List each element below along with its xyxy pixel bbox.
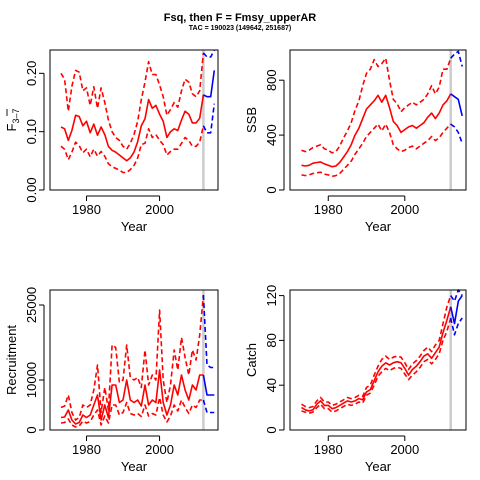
- ssb-y-tick-label: 0: [264, 186, 279, 193]
- ssb-series-historical-dashed-2: [301, 123, 452, 178]
- recruitment-y-axis-label: Recruitment: [4, 325, 19, 395]
- f-plot-frame: [49, 49, 219, 191]
- recruitment-x-tick-label: 2000: [145, 442, 174, 457]
- catch-series-projection-dashed-4: [450, 289, 463, 303]
- f-panel: 1980 2000 Year 0.00 0.10 0.20 F3–7: [4, 49, 219, 234]
- f-series-historical-solid-0: [60, 94, 205, 162]
- f-y-tick-label: 0.20: [24, 61, 39, 86]
- recruitment-x-tick-label: 1980: [72, 442, 101, 457]
- catch-series-projection-solid-3: [449, 295, 463, 325]
- recruitment-series-projection-dashed-4: [202, 294, 215, 369]
- recruitment-x-axis-label: Year: [121, 459, 148, 474]
- f-y-axis-label: F3–7: [4, 109, 21, 132]
- ssb-x-tick-label: 1980: [314, 202, 343, 217]
- ssb-series-projection-solid-3: [450, 93, 463, 117]
- ssb-x-axis-label: Year: [365, 219, 392, 234]
- ssb-series-projection-dashed-4: [450, 50, 463, 67]
- f-series-historical-dashed-1: [60, 52, 205, 150]
- f-x-tick-label: 1980: [72, 202, 101, 217]
- catch-series-historical-solid-0: [301, 306, 452, 412]
- f-y-tick-label: 0.10: [24, 119, 39, 144]
- f-y-axis-label-sub: 3–7: [11, 109, 21, 124]
- ssb-panel: 1980 2000 Year 0 400 800 SSB: [244, 49, 467, 234]
- catch-y-tick-label: 40: [264, 378, 279, 392]
- recruitment-series-historical-dashed-2: [60, 396, 204, 428]
- f-y-tick-label: 0.00: [24, 177, 39, 202]
- catch-x-tick-label: 2000: [390, 442, 419, 457]
- catch-y-tick-label: 80: [264, 333, 279, 347]
- ssb-plot-frame: [289, 49, 467, 191]
- ssb-series-projection-dashed-5: [450, 123, 463, 144]
- ssb-y-tick-label: 400: [264, 124, 279, 146]
- ssb-x-tick-label: 2000: [390, 202, 419, 217]
- catch-y-tick-label: 0: [264, 426, 279, 433]
- recruitment-series-projection-dashed-5: [202, 399, 215, 414]
- catch-panel: 1980 2000 Year 0 40 80 120 Catch: [244, 285, 467, 474]
- figure-title: Fsq, then F = Fmsy_upperAR: [164, 12, 317, 24]
- recruitment-series-projection-solid-3: [202, 374, 215, 396]
- f-y-axis-label-main: F: [4, 123, 19, 131]
- catch-series-historical-dashed-1: [301, 295, 452, 409]
- f-series-projection-solid-3: [203, 70, 216, 98]
- catch-y-tick-label: 120: [264, 285, 279, 307]
- ssb-y-tick-label: 800: [264, 69, 279, 91]
- ssb-series-historical-solid-0: [301, 93, 452, 168]
- recruitment-panel: 1980 2000 Year 0 10000 25000 Recruitment: [4, 287, 219, 474]
- catch-x-tick-label: 1980: [314, 442, 343, 457]
- recruitment-series-historical-solid-0: [60, 369, 204, 425]
- catch-series-historical-dashed-2: [301, 317, 452, 415]
- catch-plot-frame: [289, 289, 467, 431]
- f-x-tick-label: 2000: [145, 202, 174, 217]
- ssb-series-historical-dashed-1: [301, 57, 452, 154]
- recruitment-y-tick-label: 0: [24, 426, 39, 433]
- catch-series-projection-dashed-5: [449, 317, 463, 336]
- f-series-projection-dashed-5: [202, 103, 216, 134]
- recruitment-plot-frame: [49, 289, 219, 431]
- recruitment-y-tick-label: 25000: [24, 287, 39, 323]
- recruitment-y-tick-label: 10000: [24, 362, 39, 398]
- catch-x-axis-label: Year: [365, 459, 392, 474]
- ssb-y-axis-label: SSB: [244, 107, 259, 133]
- catch-y-axis-label: Catch: [244, 343, 259, 377]
- f-series-projection-dashed-4: [202, 49, 216, 58]
- f-x-axis-label: Year: [121, 219, 148, 234]
- figure-subtitle: TAC = 190023 (149642, 251687): [189, 25, 291, 32]
- f-series-historical-dashed-2: [60, 125, 205, 174]
